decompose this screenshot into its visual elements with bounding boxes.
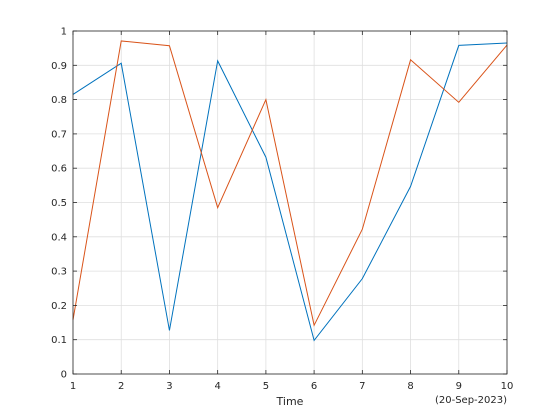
date-label: (20-Sep-2023): [435, 395, 507, 406]
x-tick-label: 10: [501, 381, 514, 392]
y-tick-label: 0.7: [51, 129, 67, 140]
series-line: [72, 40, 508, 327]
tick-labels: 1 2 3 4 5 6 7 8 9 10 0 0.1 0.2 0.3 0.4 0.5 0.6 0.7 0.8 0.9 1: [51, 27, 513, 393]
y-tick-label: 1: [61, 27, 67, 38]
y-tick-label: 0.4: [51, 232, 67, 243]
y-tick-label: 0.6: [51, 164, 67, 175]
ticks: [72, 30, 508, 375]
y-tick-label: 0.2: [51, 301, 67, 312]
series-lines: [72, 40, 508, 342]
x-tick-label: 8: [407, 381, 413, 392]
y-tick-label: 0.9: [51, 61, 67, 72]
y-tick-label: 0: [61, 370, 67, 381]
y-tick-label: 0.1: [51, 335, 67, 346]
x-tick-label: 7: [359, 381, 365, 392]
series-line: [72, 42, 508, 342]
x-tick-label: 4: [214, 381, 220, 392]
y-tick-label: 0.5: [51, 198, 67, 209]
x-tick-label: 6: [311, 381, 317, 392]
x-axis-label: Time: [276, 395, 304, 408]
x-tick-label: 5: [263, 381, 269, 392]
y-tick-label: 0.3: [51, 267, 67, 278]
x-tick-label: 2: [118, 381, 124, 392]
x-tick-label: 1: [70, 381, 76, 392]
x-tick-label: 3: [166, 381, 172, 392]
x-tick-label: 9: [456, 381, 462, 392]
y-tick-label: 0.8: [51, 95, 67, 106]
